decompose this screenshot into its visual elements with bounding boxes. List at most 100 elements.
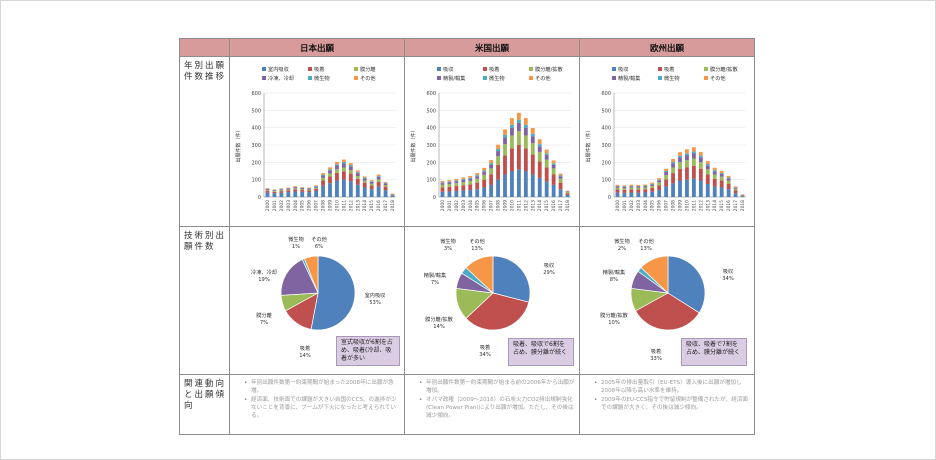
header-eu: 欧州出願 <box>579 38 755 57</box>
bar-segment <box>664 171 669 173</box>
pie-label-name: 微生物 <box>614 237 630 245</box>
x-tick-label: 2009 <box>678 200 684 211</box>
bar-segment <box>643 184 648 186</box>
bar-segment <box>629 184 634 186</box>
bar-segment <box>272 189 277 190</box>
bar-segment <box>622 188 627 190</box>
bar-segment <box>551 174 556 185</box>
bar-segment <box>355 178 360 185</box>
bar-segment <box>314 188 319 191</box>
bar-segment <box>496 151 500 157</box>
bar-segment <box>475 178 480 183</box>
pie-label-value: 33% <box>650 356 662 362</box>
bar-segment <box>482 187 487 197</box>
y-tick-label: 0 <box>258 195 261 201</box>
bar-segment <box>440 191 445 197</box>
bar-segment <box>629 187 634 190</box>
x-tick-label: 2012 <box>348 200 354 211</box>
x-tick-label: 2005 <box>475 200 481 211</box>
legend-swatch <box>483 67 487 71</box>
legend-swatch <box>612 76 616 80</box>
bar-segment <box>523 118 528 125</box>
x-tick-label: 2016 <box>551 200 557 211</box>
bar-segment <box>733 186 738 188</box>
bar-segment <box>489 184 494 197</box>
bar-segment <box>516 145 521 170</box>
bar-segment <box>475 189 480 197</box>
bar-segment <box>565 190 570 192</box>
bar-segment <box>516 131 521 145</box>
bar-segment <box>293 186 298 187</box>
bar-segment <box>643 189 648 193</box>
bar-segment <box>691 158 696 166</box>
x-tick-label: 2010 <box>334 200 340 211</box>
bar-segment <box>265 190 270 191</box>
bar-segment <box>650 184 655 186</box>
bar-segment <box>440 183 445 185</box>
bar-segment <box>328 173 332 177</box>
bar-segment <box>293 188 298 190</box>
x-tick-label: 2001 <box>272 200 278 211</box>
pie-chart-us: 吸収 29% 吸着 34% 膜分離/拡散 14% 精製/輸集 7% 微生物 3% その他 13% <box>424 237 555 358</box>
x-tick-label: 2013 <box>530 200 536 211</box>
legend-swatch <box>308 76 312 80</box>
bar-segment <box>705 184 710 197</box>
notes-cell-us: 年別出願件数第一約束期間が始まる前の2006年から出願が増加。 オバマ政権（20… <box>404 374 580 435</box>
legend-label: 吸着 <box>489 65 499 73</box>
x-tick-label: 2010 <box>509 200 515 211</box>
bar-segment <box>369 181 374 182</box>
bar-segment <box>719 187 724 197</box>
bar-segment <box>657 185 662 191</box>
x-tick-label: 2008 <box>321 200 327 211</box>
y-tick-label: 500 <box>601 108 611 114</box>
legend-label: 膜分離/拡散 <box>535 65 563 73</box>
pie-slice <box>303 255 319 294</box>
bar-segment <box>279 190 284 192</box>
pie-label-value: 6% <box>315 244 323 250</box>
bar-segment <box>461 185 466 191</box>
bar-segment <box>685 167 689 180</box>
y-axis-label: 出願件数（件） <box>585 127 592 162</box>
y-tick-label: 600 <box>426 91 436 97</box>
bar-segment <box>383 185 388 187</box>
bar-segment <box>496 148 500 152</box>
pie-label-name: その他 <box>469 237 485 245</box>
bar-segment <box>440 184 445 188</box>
bar-cell-eu: 吸収 吸着 膜分離/拡散 精製/輸集 微生物 その他 出願件数（件） 0 100 200 300 40… <box>579 56 755 227</box>
bar-segment <box>328 169 332 171</box>
legend-label: 精製/輸集 <box>618 74 641 82</box>
x-tick-label: 2003 <box>461 200 467 211</box>
bar-segment <box>558 176 563 179</box>
x-tick-label: 2007 <box>489 200 495 211</box>
pie-chart-eu: 吸収 34% 吸着 33% 膜分離/拡散 10% 精製/輸集 8% 微生物 2% その他 13% <box>600 237 734 362</box>
bar-segment <box>685 149 689 154</box>
legend-label: 精製/輸集 <box>443 74 466 82</box>
bar-segment <box>510 127 514 136</box>
bar-segment <box>362 182 367 188</box>
pie-label-name: その他 <box>638 237 654 245</box>
bar-segment <box>629 192 634 197</box>
bar-segment <box>461 190 466 197</box>
bar-segment <box>489 164 494 169</box>
bar-segment <box>558 189 563 197</box>
x-tick-label: 2015 <box>719 200 725 211</box>
bar-segment <box>629 186 634 188</box>
pie-label-value: 14% <box>299 353 311 359</box>
x-tick-label: 2009 <box>503 200 509 211</box>
x-tick-label: 2002 <box>454 200 460 211</box>
pie-label-value: 7% <box>260 320 268 326</box>
pie-slice <box>640 255 669 294</box>
bar-segment <box>376 179 381 182</box>
row-label-technology: 技術別出願件数 <box>179 226 230 375</box>
bar-segment <box>265 192 270 197</box>
bar-segment <box>516 119 521 123</box>
bar-segment <box>551 163 556 165</box>
y-tick-label: 500 <box>251 108 261 114</box>
pie-label-value: 13% <box>471 246 483 252</box>
bar-segment <box>314 187 319 189</box>
bar-segment <box>705 161 710 165</box>
y-tick-label: 100 <box>426 178 436 184</box>
bar-segment <box>565 192 570 194</box>
x-tick-label: 2018 <box>565 200 571 211</box>
pie-label-name: 冷凍、冷却 <box>251 268 277 276</box>
